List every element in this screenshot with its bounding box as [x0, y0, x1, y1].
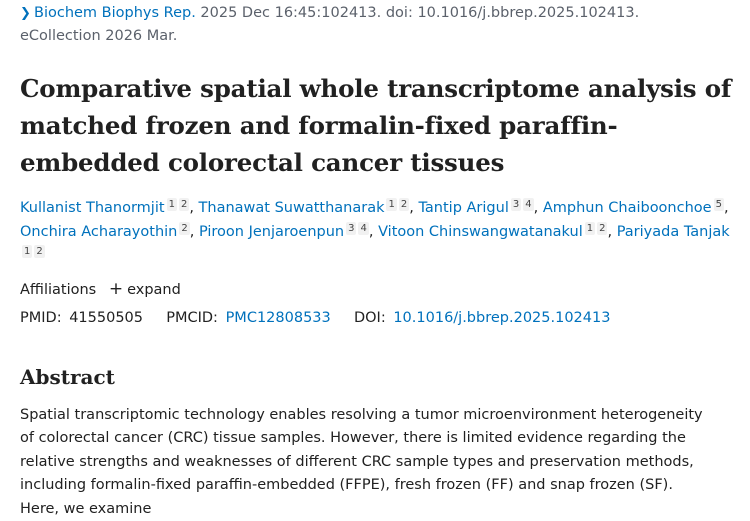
doi-label: DOI:	[354, 310, 386, 326]
pmcid-label: PMCID:	[166, 310, 218, 326]
expand-label: expand	[127, 282, 181, 298]
doi-link[interactable]: 10.1016/j.bbrep.2025.102413	[393, 310, 610, 326]
affiliations-row: Affiliations +expand	[20, 278, 740, 301]
affiliation-number[interactable]: 2	[399, 198, 409, 211]
author-link[interactable]: Thanawat Suwatthanarak	[199, 200, 385, 216]
citation-block: ❯Biochem Biophys Rep. 2025 Dec 16:45:102…	[20, 2, 740, 47]
affiliation-number[interactable]: 2	[597, 222, 607, 235]
abstract-text: Spatial transcriptomic technology enable…	[20, 404, 710, 521]
author-link[interactable]: Tantip Arigul	[418, 200, 508, 216]
affiliation-number[interactable]: 2	[34, 245, 44, 258]
affiliation-number[interactable]: 1	[167, 198, 177, 211]
journal-link[interactable]: Biochem Biophys Rep.	[34, 5, 196, 21]
affiliation-number[interactable]: 2	[179, 222, 189, 235]
article-page: ❯Biochem Biophys Rep. 2025 Dec 16:45:102…	[20, 0, 740, 521]
citation-details: 2025 Dec 16:45:102413. doi: 10.1016/j.bb…	[196, 5, 639, 21]
author-link[interactable]: Amphun Chaiboonchoe	[543, 200, 712, 216]
author-link[interactable]: Kullanist Thanormjit	[20, 200, 165, 216]
citation-line-1: ❯Biochem Biophys Rep. 2025 Dec 16:45:102…	[20, 2, 740, 25]
affiliation-number[interactable]: 5	[714, 198, 724, 211]
expand-affiliations-button[interactable]: +expand	[109, 282, 181, 298]
pmid-label: PMID:	[20, 310, 62, 326]
affiliation-number[interactable]: 3	[346, 222, 356, 235]
chevron-right-icon[interactable]: ❯	[20, 3, 34, 25]
author-link[interactable]: Pariyada Tanjak	[617, 224, 730, 240]
pmid-value: 41550505	[69, 310, 143, 326]
affiliation-number[interactable]: 1	[585, 222, 595, 235]
affiliation-number[interactable]: 2	[179, 198, 189, 211]
affiliation-number[interactable]: 1	[22, 245, 32, 258]
abstract-heading: Abstract	[20, 364, 740, 390]
affiliation-number[interactable]: 4	[358, 222, 368, 235]
affiliations-label: Affiliations	[20, 282, 96, 298]
author-link[interactable]: Piroon Jenjaroenpun	[199, 224, 344, 240]
affiliation-number[interactable]: 4	[523, 198, 533, 211]
article-title: Comparative spatial whole transcriptome …	[20, 70, 740, 181]
affiliation-number[interactable]: 3	[511, 198, 521, 211]
author-link[interactable]: Vitoon Chinswangwatanakul	[378, 224, 583, 240]
author-link[interactable]: Onchira Acharayothin	[20, 224, 177, 240]
identifiers-row: PMID: 41550505 PMCID: PMC12808533 DOI: 1…	[20, 307, 740, 329]
citation-line-2: eCollection 2026 Mar.	[20, 25, 740, 47]
plus-icon: +	[109, 279, 123, 299]
pmcid-link[interactable]: PMC12808533	[226, 310, 331, 326]
affiliation-number[interactable]: 1	[386, 198, 396, 211]
